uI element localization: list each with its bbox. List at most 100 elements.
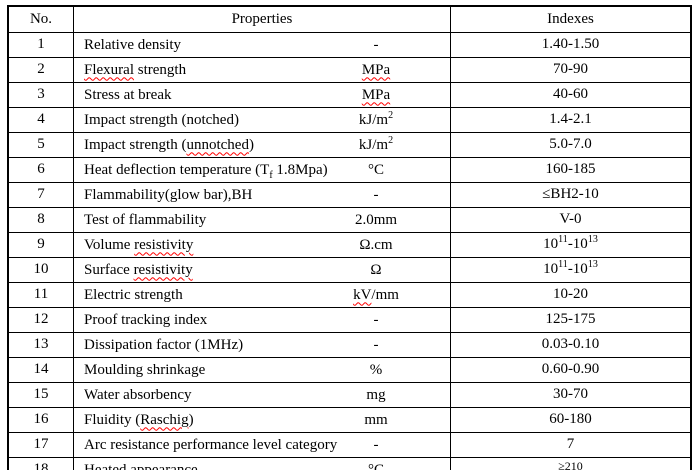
text-segment: V-0: [559, 211, 582, 227]
row-no: 17: [7, 431, 74, 458]
text-segment: Fluidity (: [84, 411, 141, 428]
row-no: 2: [7, 56, 74, 83]
text-segment: Surface: [84, 261, 134, 278]
row-property-cell: Electric strength kV/mm: [73, 281, 451, 308]
text-segment: -: [373, 311, 379, 328]
property-unit: Ω: [302, 258, 450, 281]
text-segment: Impact strength (notched): [84, 111, 239, 128]
text-segment: °C: [367, 461, 384, 470]
row-property-cell: Impact strength (notched) kJ/m2: [73, 106, 451, 133]
text-segment: 13: [587, 234, 598, 245]
table-row: 5 Impact strength (unnotched) kJ/m2 5.0-…: [7, 131, 692, 158]
property-unit: Ω.cm: [302, 233, 450, 256]
property-name: Test of flammability: [75, 208, 206, 231]
text-segment: 70-90: [553, 61, 588, 77]
row-property-cell: Volume resistivity Ω.cm: [73, 231, 451, 258]
text-segment: ≥210: [558, 458, 583, 470]
table-row: 7 Flammability(glow bar),BH - ≤BH2-10: [7, 181, 692, 208]
table-row: 6 Heat deflection temperature (Tf 1.8Mpa…: [7, 156, 692, 183]
header-properties: Properties: [73, 5, 451, 33]
text-segment: Relative density: [84, 36, 182, 53]
properties-table: No. Properties Indexes 1 Relative densit…: [7, 5, 692, 470]
text-segment: ≤BH2-10: [542, 186, 599, 202]
text-segment: -: [373, 336, 379, 353]
table-row: 1 Relative density - 1.40-1.50: [7, 31, 692, 58]
text-segment: unnotched: [186, 136, 249, 153]
text-segment: 2: [388, 109, 394, 121]
property-unit: °C: [302, 158, 450, 181]
text-segment: 7: [566, 436, 575, 452]
table-row: 3 Stress at break MPa 40-60: [7, 81, 692, 108]
table-row: 13 Dissipation factor (1MHz) - 0.03-0.10: [7, 331, 692, 358]
property-unit: kJ/m2: [302, 108, 450, 131]
row-no: 4: [7, 106, 74, 133]
text-segment: 0.03-0.10: [541, 336, 600, 352]
row-index: 0.60-0.90: [450, 356, 692, 383]
property-name: Arc resistance performance level categor…: [75, 433, 338, 456]
row-no: 6: [7, 156, 74, 183]
row-no: 12: [7, 306, 74, 333]
row-index: 70-90: [450, 56, 692, 83]
table-row: 4 Impact strength (notched) kJ/m2 1.4-2.…: [7, 106, 692, 133]
text-segment: Dissipation factor (1MHz): [84, 336, 244, 353]
text-segment: 40-60: [553, 86, 588, 102]
property-name: Relative density: [75, 33, 182, 56]
property-name: Proof tracking index: [75, 308, 207, 331]
text-segment: Electric strength: [84, 286, 183, 303]
text-segment: 1.4-2.1: [549, 111, 592, 127]
text-segment: kV: [353, 286, 372, 303]
text-segment: resistivity: [133, 261, 193, 278]
table-row: 2 Flexural strength MPa 70-90: [7, 56, 692, 83]
table-row: 18 Heated appearance °C ≥210: [7, 456, 692, 470]
row-property-cell: Stress at break MPa: [73, 81, 451, 108]
row-no: 18: [7, 456, 74, 470]
row-index: 5.0-7.0: [450, 131, 692, 158]
property-unit: kJ/m2: [302, 133, 450, 156]
table-row: 16 Fluidity (Raschig) mm 60-180: [7, 406, 692, 433]
text-segment: -: [373, 36, 379, 53]
property-name: Stress at break: [75, 83, 172, 106]
property-unit: MPa: [302, 58, 450, 81]
header-indexes: Indexes: [450, 5, 692, 33]
text-segment: -10: [567, 236, 588, 252]
row-index: 1011-1013: [450, 256, 692, 283]
row-index: 7: [450, 431, 692, 458]
property-name: Flexural strength: [75, 58, 186, 81]
property-unit: mm: [302, 408, 450, 431]
row-index: 40-60: [450, 81, 692, 108]
text-segment: Stress at break: [84, 86, 172, 103]
row-no: 3: [7, 81, 74, 108]
row-property-cell: Dissipation factor (1MHz) -: [73, 331, 451, 358]
row-no: 11: [7, 281, 74, 308]
text-segment: f: [269, 169, 273, 181]
text-segment: 11: [558, 234, 568, 245]
row-no: 16: [7, 406, 74, 433]
row-index: 125-175: [450, 306, 692, 333]
text-segment: kJ/m: [358, 111, 389, 128]
text-segment: ): [188, 411, 194, 428]
row-property-cell: Heat deflection temperature (Tf 1.8Mpa) …: [73, 156, 451, 183]
property-name: Impact strength (notched): [75, 108, 239, 131]
text-segment: 2: [388, 134, 394, 146]
text-segment: MPa: [361, 61, 391, 78]
property-name: Heat deflection temperature (Tf 1.8Mpa): [75, 158, 328, 181]
row-property-cell: Fluidity (Raschig) mm: [73, 406, 451, 433]
property-name: Dissipation factor (1MHz): [75, 333, 244, 356]
row-no: 9: [7, 231, 74, 258]
text-segment: -: [373, 436, 379, 453]
text-segment: Flexural: [84, 61, 134, 78]
property-unit: -: [302, 183, 450, 206]
row-index: 1011-1013: [450, 231, 692, 258]
text-segment: 5.0-7.0: [549, 136, 592, 152]
property-name: Heated appearance: [75, 458, 198, 470]
property-unit: °C: [302, 458, 450, 470]
table-body: 1 Relative density - 1.40-1.50 2 Flexura…: [7, 31, 692, 470]
row-no: 8: [7, 206, 74, 233]
property-unit: %: [302, 358, 450, 381]
table-row: 17 Arc resistance performance level cate…: [7, 431, 692, 458]
row-property-cell: Relative density -: [73, 31, 451, 58]
row-index: 0.03-0.10: [450, 331, 692, 358]
row-no: 5: [7, 131, 74, 158]
text-segment: Arc resistance performance level categor…: [84, 436, 338, 453]
